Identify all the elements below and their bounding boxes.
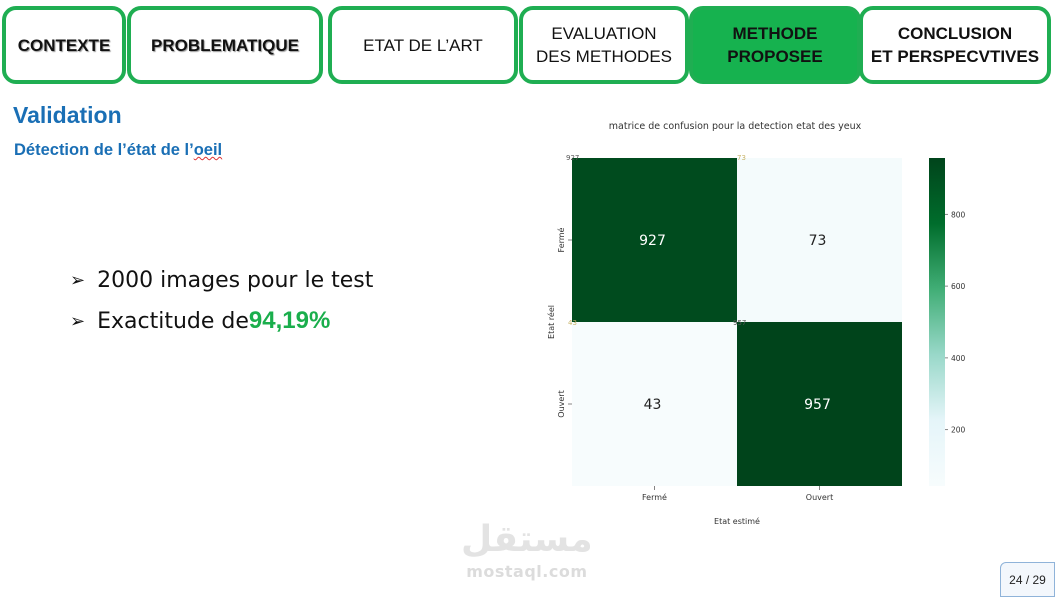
section-subtitle: Détection de l’état de l’oeil: [14, 141, 222, 160]
cell-value-label: 957: [804, 397, 831, 413]
watermark: مستقل mostaql.com: [461, 519, 593, 582]
accuracy-value: 94,19%: [248, 307, 331, 334]
cell-value-label: 927: [639, 233, 666, 249]
watermark-logo-arabic: مستقل: [461, 519, 593, 560]
ghost-cell-label: 957: [733, 319, 746, 327]
tab-problematique[interactable]: PROBLEMATIQUE: [127, 6, 323, 84]
section-subtitle-prefix: Détection de l’état de l’: [14, 141, 194, 159]
y-tick-label: Ouvert: [557, 390, 566, 417]
heatmap-cell: [572, 158, 737, 322]
chart-title: matrice de confusion pour la detection e…: [609, 121, 862, 132]
tab-contexte[interactable]: CONTEXTE: [2, 6, 126, 84]
x-tick-label: Fermé: [642, 492, 667, 502]
y-tick-label: Fermé: [556, 227, 566, 252]
heatmap-cell: [572, 322, 737, 486]
colorbar-tick-label: 600: [951, 282, 966, 291]
section-subtitle-word: oeil: [193, 141, 223, 159]
tab-contexte-label: CONTEXTE: [17, 35, 111, 55]
ghost-cell-label: 73: [737, 154, 746, 162]
watermark-logo-latin: mostaql.com: [466, 562, 588, 581]
colorbar-tick-label: 200: [951, 426, 966, 435]
x-axis-label: Etat estimé: [714, 516, 760, 526]
cell-value-label: 43: [644, 397, 662, 413]
confusion-matrix-svg: matrice de confusion pour la detection e…: [546, 121, 966, 526]
y-axis-label: Etat réel: [546, 305, 556, 339]
arrow-bullet-icon: ➢: [70, 311, 86, 332]
section-title: Validation: [13, 102, 122, 128]
nav-tabs: CONTEXTE PROBLEMATIQUE ETAT DE L’ART EVA…: [0, 6, 1055, 90]
heatmap-cell: [737, 158, 902, 322]
bullet-item-accuracy: ➢ Exactitude de 94,19%: [70, 307, 373, 335]
bullet-list: ➢ 2000 images pour le test ➢ Exactitude …: [70, 268, 373, 349]
colorbar: [929, 158, 945, 486]
ghost-cell-label: 43: [568, 319, 577, 327]
tab-methode-proposee-label: METHODE PROPOSEE: [727, 24, 823, 66]
tab-etat-de-l-art-label: ETAT DE L’ART: [363, 35, 483, 55]
tab-etat-de-l-art[interactable]: ETAT DE L’ART: [328, 6, 518, 84]
tab-problematique-label: PROBLEMATIQUE: [151, 35, 299, 55]
page-number: 24 / 29: [1000, 562, 1055, 597]
tab-conclusion[interactable]: CONCLUSION ET PERSPECVTIVES: [859, 6, 1051, 84]
cell-value-label: 73: [809, 233, 827, 249]
heatmap-cell: [737, 322, 902, 486]
tab-methode-proposee[interactable]: METHODE PROPOSEE: [689, 6, 861, 84]
tab-conclusion-label: CONCLUSION ET PERSPECVTIVES: [870, 24, 1040, 66]
x-tick-label: Ouvert: [806, 493, 833, 502]
bullet-item-images-text: 2000 images pour le test: [97, 268, 374, 293]
arrow-bullet-icon: ➢: [70, 270, 86, 291]
ghost-cell-label: 927: [566, 154, 579, 162]
tab-evaluation[interactable]: EVALUATION DES METHODES: [519, 6, 689, 84]
bullet-item-images: ➢ 2000 images pour le test: [70, 268, 373, 293]
bullet-item-accuracy-text: Exactitude de: [97, 309, 249, 334]
colorbar-tick-label: 400: [951, 354, 966, 363]
tab-evaluation-label: EVALUATION DES METHODES: [535, 24, 673, 66]
confusion-matrix-chart: matrice de confusion pour la detection e…: [540, 112, 980, 532]
colorbar-tick-label: 800: [951, 210, 966, 219]
